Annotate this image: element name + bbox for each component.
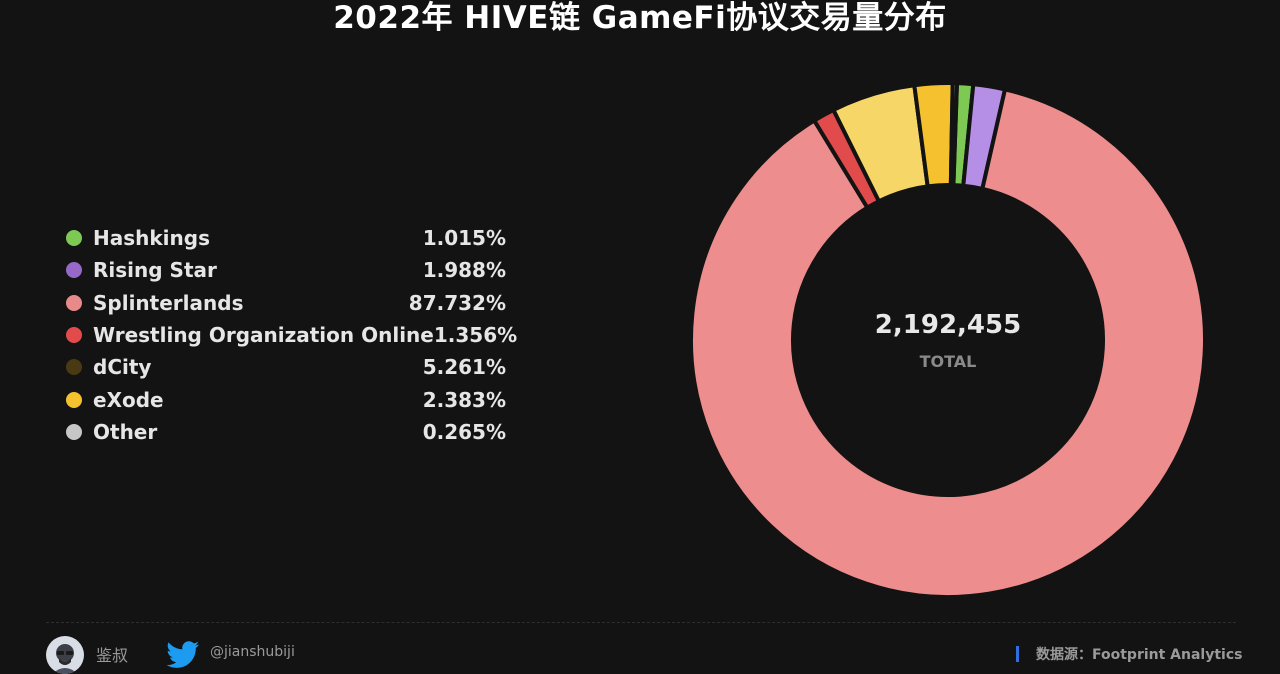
chart-title: 2022年 HIVE链 GameFi协议交易量分布 <box>333 0 947 36</box>
legend-label: Other <box>93 419 158 444</box>
donut-slice-other[interactable] <box>948 81 959 188</box>
legend-item: dCity 5.261% <box>66 351 506 383</box>
legend-color-dot <box>66 391 82 408</box>
footer: 鉴叔 @jianshubiji 数据源：Footprint Analytics <box>0 632 1280 674</box>
legend-color-dot <box>66 294 82 311</box>
donut-chart <box>689 81 1207 599</box>
legend-label: eXode <box>93 387 164 412</box>
author-name: 鉴叔 <box>96 646 129 665</box>
legend-color-dot <box>66 423 82 440</box>
twitter-handle: @jianshubiji <box>210 644 295 660</box>
legend-label: Splinterlands <box>93 290 244 315</box>
donut-total-label: TOTAL <box>919 352 977 371</box>
legend-item: Wrestling Organization Online 1.356% <box>66 319 517 351</box>
legend-item: Hashkings 1.015% <box>66 222 506 254</box>
source-accent-bar <box>1016 646 1019 662</box>
legend-color-dot <box>66 262 82 279</box>
legend-color-dot <box>66 230 82 247</box>
footer-divider <box>46 622 1236 623</box>
donut-slice-splinterlands[interactable] <box>689 87 1207 599</box>
legend-color-dot <box>66 327 82 344</box>
chart-legend: Hashkings 1.015% Rising Star 1.988% Splinter… <box>66 222 517 448</box>
legend-item: eXode 2.383% <box>66 383 506 415</box>
legend-label: dCity <box>93 355 152 380</box>
legend-item: Rising Star 1.988% <box>66 254 506 286</box>
legend-item: Other 0.265% <box>66 416 506 448</box>
legend-item: Splinterlands 87.732% <box>66 287 506 319</box>
legend-value: 1.988% <box>422 258 506 283</box>
legend-value: 1.015% <box>422 226 506 251</box>
legend-label: Wrestling Organization Online <box>93 323 434 348</box>
legend-color-dot <box>66 359 82 376</box>
legend-value: 1.356% <box>433 323 518 348</box>
legend-label: Hashkings <box>93 226 210 251</box>
legend-label: Rising Star <box>93 258 217 283</box>
data-source: 数据源：Footprint Analytics <box>1036 647 1243 663</box>
legend-value: 0.265% <box>422 419 506 444</box>
twitter-icon <box>166 641 200 673</box>
legend-value: 2.383% <box>422 387 506 412</box>
legend-value: 5.261% <box>422 355 506 380</box>
author-avatar <box>46 636 84 674</box>
donut-total-value: 2,192,455 <box>874 310 1022 340</box>
legend-value: 87.732% <box>408 290 506 315</box>
